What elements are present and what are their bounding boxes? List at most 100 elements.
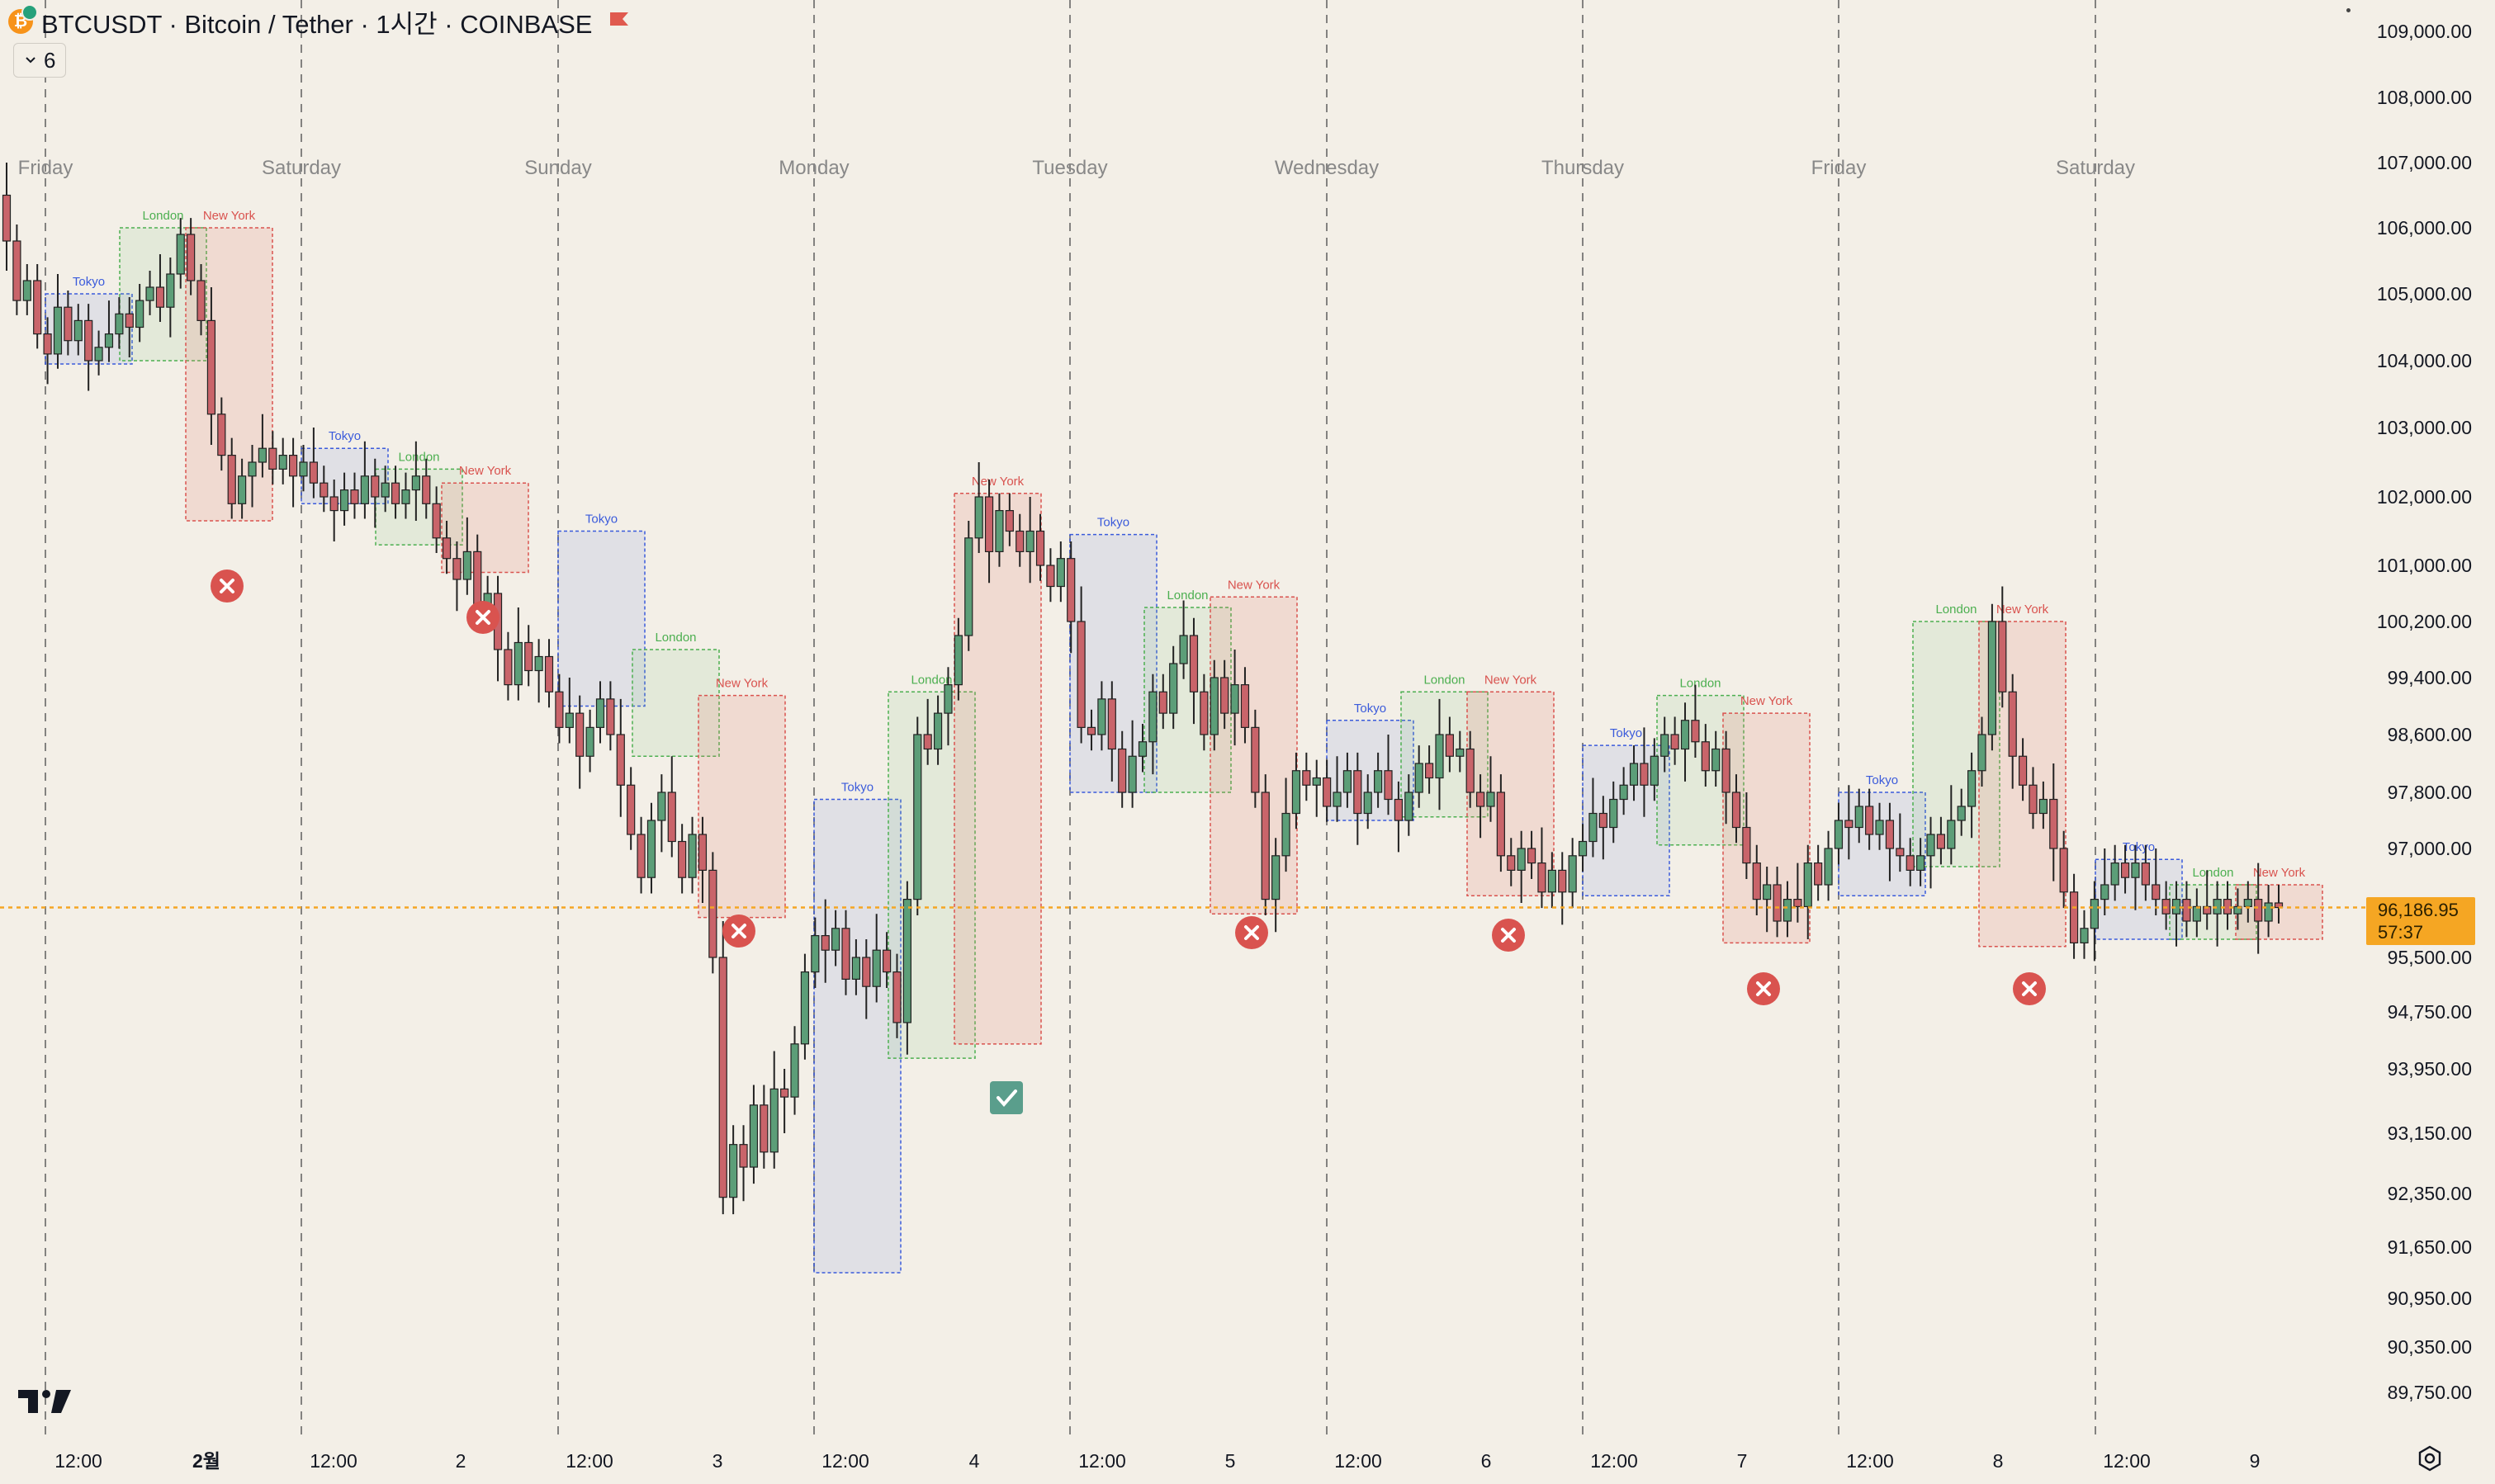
- candle-body: [1947, 820, 1956, 849]
- candle-body: [145, 286, 154, 301]
- candle-body: [1456, 748, 1465, 757]
- candle-body: [1445, 734, 1454, 757]
- candle-body: [1056, 558, 1065, 588]
- time-axis-label: 4: [969, 1450, 980, 1472]
- candle-body: [1016, 530, 1025, 552]
- candle-body: [1865, 806, 1874, 835]
- flag-icon[interactable]: [608, 11, 630, 32]
- symbol-title[interactable]: BTCUSDT · Bitcoin / Tether · 1시간 · COINB…: [41, 9, 593, 39]
- candle-body: [678, 840, 687, 878]
- candle-body: [902, 898, 911, 1023]
- time-axis-label: 6: [1481, 1450, 1492, 1472]
- menu-dot-icon: [2346, 8, 2351, 12]
- session-label: New York: [1996, 603, 2049, 617]
- candle-body: [1824, 848, 1833, 886]
- candle-body: [800, 971, 810, 1045]
- price-axis-label: 106,000.00: [2377, 217, 2472, 239]
- price-axis-label: 105,000.00: [2377, 283, 2472, 305]
- price-axis-label: 102,000.00: [2377, 486, 2472, 508]
- candle-body: [1896, 848, 1905, 857]
- candle-body: [1118, 748, 1127, 793]
- candle-body: [1496, 792, 1505, 857]
- candle-body: [585, 726, 594, 757]
- session-label: New York: [1484, 673, 1537, 687]
- session-label: New York: [2253, 866, 2306, 880]
- day-label: Saturday: [262, 157, 341, 179]
- session-label: London: [398, 450, 439, 464]
- candle-body: [1711, 748, 1721, 772]
- candle-body: [657, 792, 666, 821]
- candle-body: [2069, 891, 2079, 944]
- candle-body: [248, 461, 257, 477]
- price-axis-label: 100,200.00: [2377, 611, 2472, 632]
- price-axis-label: 92,350.00: [2388, 1183, 2472, 1204]
- candle-body: [760, 1104, 769, 1153]
- session-label: London: [1935, 603, 1977, 617]
- candle-body: [1742, 826, 1751, 864]
- candle-body: [872, 949, 881, 987]
- candle-body: [135, 300, 144, 328]
- candle-body: [1680, 720, 1690, 750]
- candle-body: [1629, 763, 1639, 786]
- time-axis-label: 12:00: [1846, 1450, 1894, 1472]
- time-axis-label: 8: [1993, 1450, 2004, 1472]
- candle-body: [187, 234, 196, 281]
- candle-body: [974, 496, 983, 539]
- price-axis-label: 103,000.00: [2377, 417, 2472, 438]
- price-axis-label: 93,150.00: [2388, 1122, 2472, 1144]
- candle-body: [381, 482, 390, 498]
- candle-body: [944, 684, 953, 714]
- current-price-value: 96,186.95: [2378, 900, 2459, 920]
- candle-body: [125, 313, 134, 328]
- price-axis-label: 108,000.00: [2377, 87, 2472, 108]
- candle-body: [739, 1144, 748, 1168]
- candle-body: [2100, 884, 2109, 900]
- candle-body: [749, 1104, 759, 1168]
- day-label: Friday: [1811, 157, 1867, 179]
- candle-body: [544, 655, 554, 692]
- tradingview-logo-icon[interactable]: [18, 1387, 71, 1415]
- candle-body: [166, 273, 175, 308]
- candle-body: [1987, 621, 1997, 735]
- candle-body: [1588, 812, 1598, 843]
- candle-body: [2090, 898, 2099, 929]
- price-axis-label: 89,750.00: [2388, 1382, 2472, 1403]
- price-axis-label: 97,800.00: [2388, 782, 2472, 803]
- candle-body: [1025, 530, 1034, 552]
- day-label: Sunday: [524, 157, 591, 179]
- candle-body: [1107, 698, 1116, 750]
- candle-body: [329, 496, 339, 512]
- candle-body: [1097, 698, 1106, 735]
- candle-body: [371, 475, 380, 498]
- session-label: Tokyo: [1097, 516, 1129, 530]
- session-box-tokyo: [813, 798, 902, 1274]
- session-label: London: [142, 209, 183, 223]
- candle-body: [811, 934, 820, 973]
- indicators-toggle-button[interactable]: 6: [13, 43, 67, 78]
- candle-body: [2008, 691, 2017, 757]
- candle-body: [462, 551, 471, 580]
- session-label: London: [1423, 673, 1465, 687]
- x-mark: [476, 610, 490, 625]
- candle-body: [258, 447, 267, 463]
- candle-body: [33, 280, 42, 335]
- session-label: New York: [459, 464, 512, 478]
- session-box-london: [888, 691, 976, 1059]
- indicator-count: 6: [44, 47, 56, 73]
- candle-body: [1179, 635, 1188, 664]
- candle-body: [1087, 726, 1096, 735]
- candle-body: [769, 1088, 779, 1153]
- settings-gear-icon[interactable]: [2416, 1444, 2444, 1472]
- candle-body: [1558, 869, 1567, 893]
- symbol-header[interactable]: ₿ BTCUSDT · Bitcoin / Tether · 1시간 · COI…: [8, 3, 630, 40]
- price-axis-label: 99,400.00: [2388, 667, 2472, 688]
- candle-body: [995, 509, 1004, 552]
- candle-body: [1486, 792, 1495, 807]
- candle-body: [422, 475, 431, 504]
- candle-body: [1374, 770, 1383, 793]
- candle-body: [851, 957, 861, 980]
- session-label: New York: [203, 209, 256, 223]
- candle-body: [1077, 621, 1086, 728]
